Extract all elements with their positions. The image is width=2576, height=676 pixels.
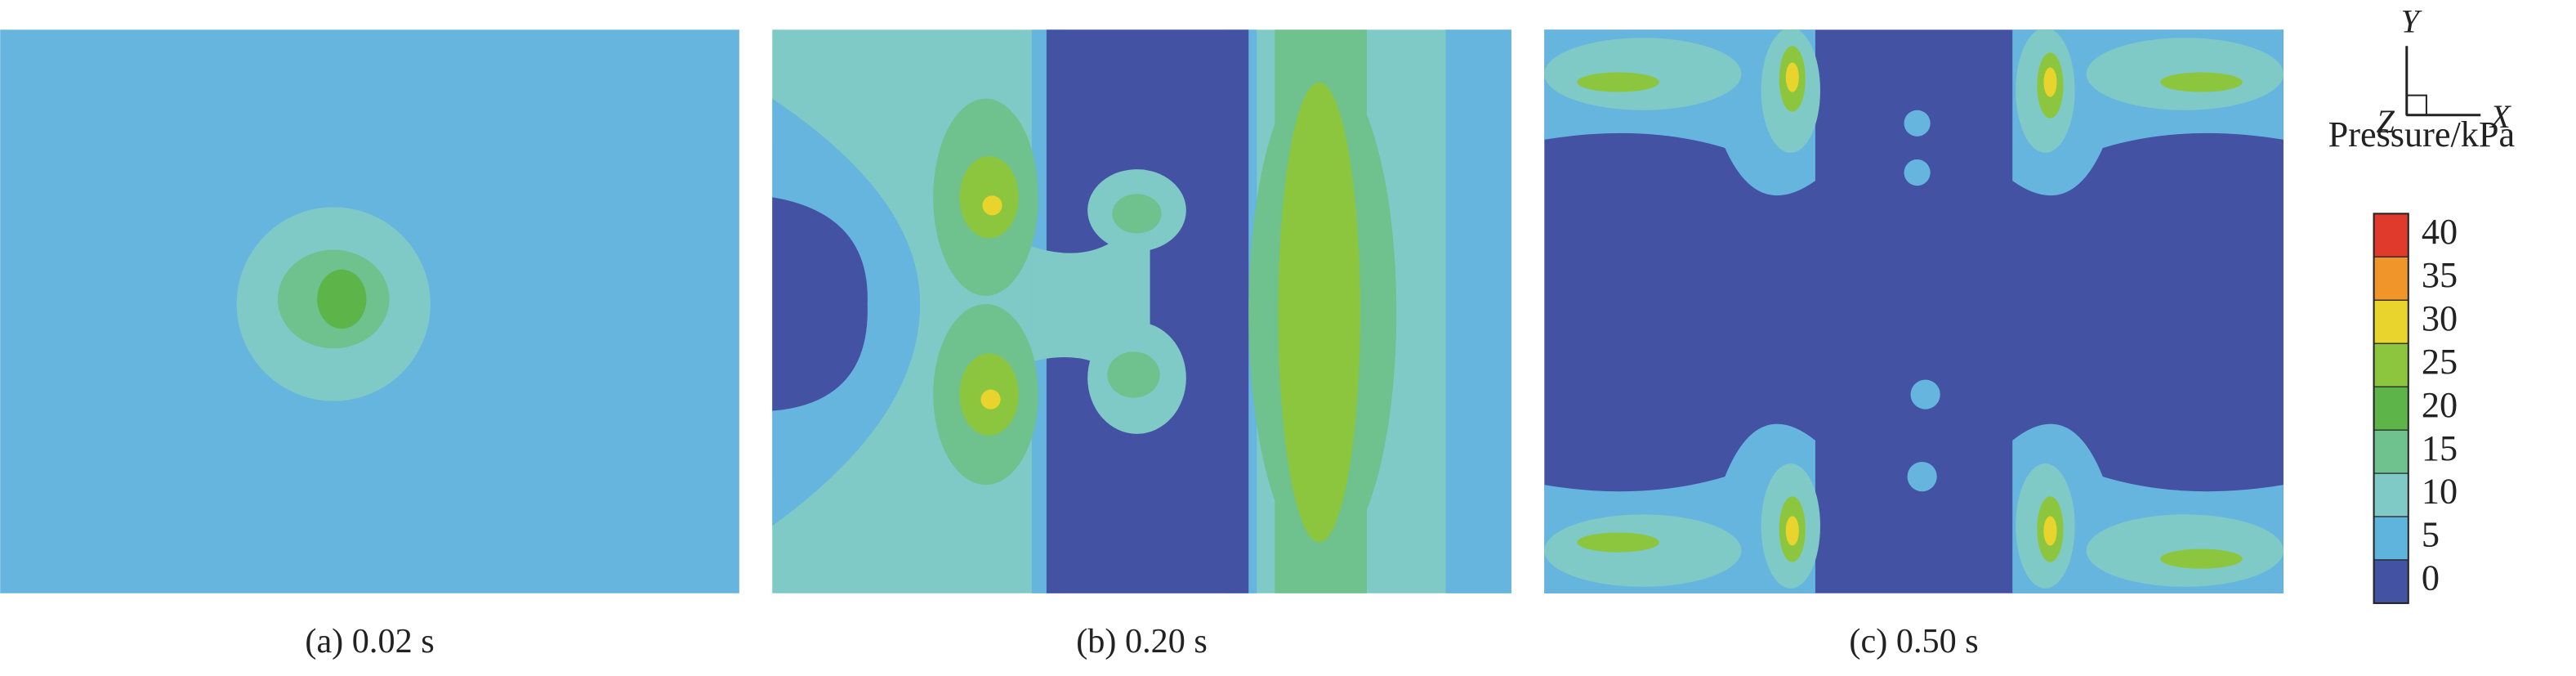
colorbar-tick-label: 20 (2422, 385, 2458, 425)
axis-triad: Y X Z (2376, 2, 2511, 140)
colorbar-tick-label: 0 (2422, 558, 2440, 598)
colorbar-tick-label: 5 (2422, 515, 2440, 555)
panel-caption: (a) 0.02 s (305, 622, 434, 660)
colorbar-tick-label: 10 (2422, 472, 2458, 512)
panel-caption: (c) 0.50 s (1849, 622, 1978, 660)
colorbar-band (2373, 472, 2409, 517)
panel-caption: (b) 0.20 s (1076, 622, 1208, 660)
colorbar-band (2373, 429, 2409, 474)
colorbar-band (2373, 386, 2409, 431)
colorbar-tick-label: 30 (2422, 298, 2458, 338)
colorbar-frame (2373, 213, 2409, 604)
colorbar-tick-label: 35 (2422, 255, 2458, 295)
axis-label: Z (2376, 103, 2395, 140)
colorbar-band (2373, 559, 2409, 604)
colorbar-band (2373, 342, 2409, 387)
axis-label: X (2489, 98, 2511, 135)
colorbar-band (2373, 213, 2409, 257)
axis-label: Y (2401, 2, 2422, 39)
colorbar-band (2373, 516, 2409, 561)
contour-panel-c (1544, 29, 2284, 593)
contour-panel-a (0, 29, 739, 593)
colorbar-tick-label: 25 (2422, 342, 2458, 382)
colorbar-band (2373, 299, 2409, 344)
colorbar-title: Pressure/kPa (2328, 114, 2516, 154)
colorbar-band (2373, 256, 2409, 301)
colorbar-tick-label: 40 (2422, 212, 2458, 252)
contour-panel-b (772, 29, 1511, 593)
colorbar-tick-label: 15 (2422, 428, 2458, 468)
